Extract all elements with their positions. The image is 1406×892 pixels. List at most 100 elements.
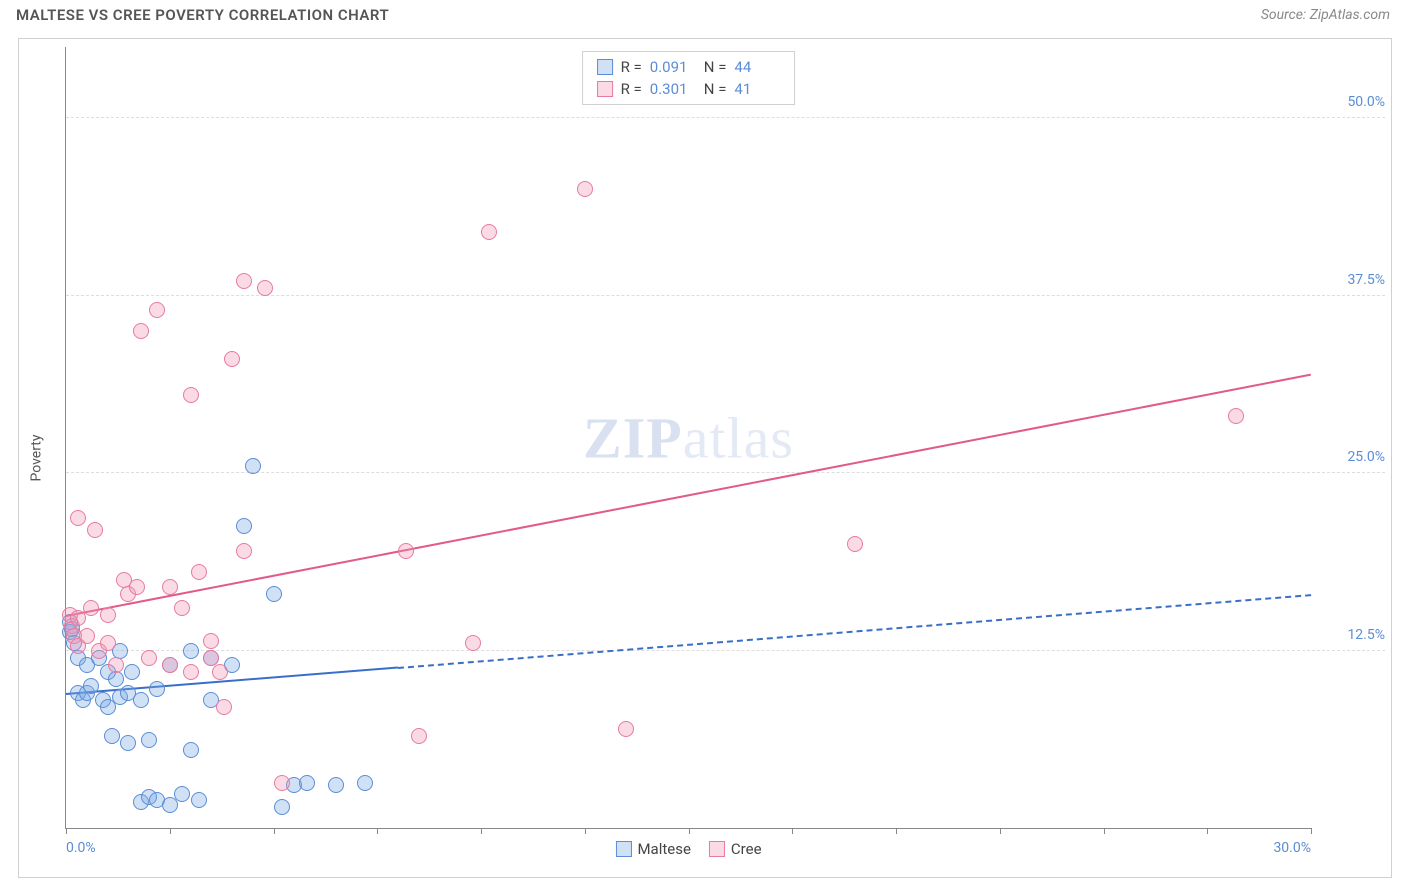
correlation-legend: R =0.091N =44R =0.301N =41 xyxy=(582,51,796,105)
plot-area: ZIPatlas R =0.091N =44R =0.301N =41 Malt… xyxy=(65,47,1311,829)
data-point xyxy=(70,510,86,526)
gridline xyxy=(66,117,1385,118)
x-tick-label: 30.0% xyxy=(1273,840,1311,856)
legend-r-label: R = xyxy=(621,80,642,98)
data-point xyxy=(104,728,120,744)
x-tick-label: 0.0% xyxy=(66,840,96,856)
legend-n-label: N = xyxy=(704,58,727,76)
data-point xyxy=(299,775,315,791)
legend-item: Cree xyxy=(709,840,762,858)
trend-line xyxy=(398,594,1311,669)
y-tick-label: 37.5% xyxy=(1315,272,1385,288)
data-point xyxy=(120,735,136,751)
x-tick xyxy=(689,828,690,834)
x-tick xyxy=(896,828,897,834)
legend-swatch xyxy=(615,841,631,857)
data-point xyxy=(183,742,199,758)
series-legend: Maltese Cree xyxy=(615,840,761,858)
data-point xyxy=(183,387,199,403)
data-point xyxy=(577,181,593,197)
data-point xyxy=(141,732,157,748)
data-point xyxy=(162,797,178,813)
x-tick xyxy=(1311,828,1312,834)
watermark-atlas: atlas xyxy=(683,405,794,470)
legend-label: Cree xyxy=(731,840,762,858)
data-point xyxy=(236,543,252,559)
data-point xyxy=(100,635,116,651)
legend-label: Maltese xyxy=(637,840,690,858)
legend-item: Maltese xyxy=(615,840,690,858)
data-point xyxy=(83,678,99,694)
legend-r-value: 0.091 xyxy=(650,58,696,76)
data-point xyxy=(100,607,116,623)
data-point xyxy=(141,650,157,666)
data-point xyxy=(174,786,190,802)
legend-swatch xyxy=(597,59,613,75)
data-point xyxy=(191,792,207,808)
gridline xyxy=(66,472,1385,473)
data-point xyxy=(129,579,145,595)
data-point xyxy=(87,522,103,538)
legend-r-label: R = xyxy=(621,58,642,76)
data-point xyxy=(191,564,207,580)
data-point xyxy=(203,633,219,649)
x-tick xyxy=(1104,828,1105,834)
x-tick xyxy=(66,828,67,834)
data-point xyxy=(266,586,282,602)
x-tick xyxy=(170,828,171,834)
data-point xyxy=(618,721,634,737)
chart-source: Source: ZipAtlas.com xyxy=(1261,7,1390,23)
data-point xyxy=(328,777,344,793)
data-point xyxy=(481,224,497,240)
data-point xyxy=(236,273,252,289)
x-tick xyxy=(481,828,482,834)
data-point xyxy=(357,775,373,791)
data-point xyxy=(108,671,124,687)
x-tick xyxy=(585,828,586,834)
data-point xyxy=(274,775,290,791)
data-point xyxy=(79,628,95,644)
legend-swatch xyxy=(597,81,613,97)
y-axis-label: Poverty xyxy=(29,434,45,481)
data-point xyxy=(108,657,124,673)
legend-row: R =0.091N =44 xyxy=(597,56,781,78)
data-point xyxy=(236,518,252,534)
legend-r-value: 0.301 xyxy=(650,80,696,98)
data-point xyxy=(274,799,290,815)
data-point xyxy=(124,664,140,680)
data-point xyxy=(411,728,427,744)
data-point xyxy=(398,543,414,559)
y-tick-label: 12.5% xyxy=(1315,627,1385,643)
watermark: ZIPatlas xyxy=(583,404,794,471)
chart-container: Poverty ZIPatlas R =0.091N =44R =0.301N … xyxy=(18,38,1392,878)
data-point xyxy=(224,351,240,367)
legend-n-value: 41 xyxy=(734,80,780,98)
gridline xyxy=(66,650,1385,651)
data-point xyxy=(847,536,863,552)
chart-header: MALTESE VS CREE POVERTY CORRELATION CHAR… xyxy=(0,0,1406,28)
data-point xyxy=(216,699,232,715)
watermark-zip: ZIP xyxy=(583,405,683,470)
data-point xyxy=(149,681,165,697)
x-tick xyxy=(1207,828,1208,834)
y-tick-label: 25.0% xyxy=(1315,449,1385,465)
data-point xyxy=(245,458,261,474)
data-point xyxy=(1228,408,1244,424)
x-tick xyxy=(792,828,793,834)
x-tick xyxy=(274,828,275,834)
data-point xyxy=(133,692,149,708)
legend-n-label: N = xyxy=(704,80,727,98)
data-point xyxy=(133,323,149,339)
x-tick xyxy=(1000,828,1001,834)
legend-swatch xyxy=(709,841,725,857)
data-point xyxy=(183,643,199,659)
data-point xyxy=(162,657,178,673)
data-point xyxy=(174,600,190,616)
data-point xyxy=(212,664,228,680)
y-tick-label: 50.0% xyxy=(1315,94,1385,110)
chart-title: MALTESE VS CREE POVERTY CORRELATION CHAR… xyxy=(16,6,389,24)
legend-row: R = 0.301 N = 41 xyxy=(597,78,781,100)
x-tick xyxy=(377,828,378,834)
trend-line xyxy=(66,374,1311,617)
data-point xyxy=(162,579,178,595)
